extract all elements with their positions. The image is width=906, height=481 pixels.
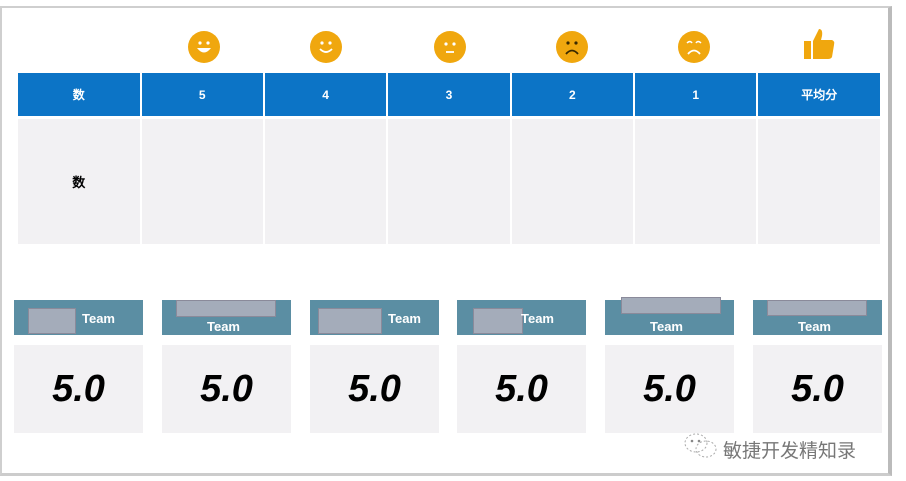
watermark-text: 敏捷开发精知录 (723, 440, 857, 462)
table-header: 数 (18, 73, 141, 118)
table-header: 2 (509, 73, 635, 118)
table-cell (139, 116, 264, 244)
team-score: 5.0 (310, 345, 439, 433)
team-header: Team (162, 300, 291, 335)
neutral-face-icon (434, 31, 466, 63)
redacted-name (621, 297, 721, 314)
team-label: Team (798, 319, 831, 334)
team-score: 5.0 (457, 345, 586, 433)
table-header: 1 (633, 73, 758, 118)
table-cell (633, 116, 758, 244)
watermark: 敏捷开发精知录 (683, 432, 856, 466)
team-header: Team (605, 297, 734, 335)
sad-face-icon (678, 31, 710, 63)
team-card: Team 5.0 (605, 297, 734, 433)
table-cell (262, 116, 388, 244)
redacted-name (28, 308, 76, 334)
team-card: Team 5.0 (162, 300, 291, 433)
table-cell (386, 116, 511, 244)
team-card: Team 5.0 (14, 300, 143, 433)
team-score: 5.0 (14, 345, 143, 433)
frown-face-icon (556, 31, 588, 63)
table-cell: 数 (18, 116, 141, 244)
team-label: Team (82, 311, 115, 326)
slide-frame (0, 6, 892, 476)
table-header: 4 (262, 73, 388, 118)
team-header: Team (753, 300, 882, 335)
wechat-icon (683, 432, 719, 466)
team-header: Team (14, 300, 143, 335)
grin-face-icon (188, 31, 220, 63)
team-card: Team 5.0 (753, 300, 882, 433)
rating-table: 数 5 4 3 2 1 平均分 数 (18, 73, 880, 244)
table-cell (509, 116, 635, 244)
table-row: 数 (18, 116, 880, 244)
team-label: Team (650, 319, 683, 334)
team-label: Team (521, 311, 554, 326)
table-header: 平均分 (756, 73, 880, 118)
team-score: 5.0 (605, 345, 734, 433)
redacted-name (176, 300, 276, 317)
thumbs-up-icon (802, 27, 836, 66)
team-card: Team 5.0 (310, 300, 439, 433)
table-cell (756, 116, 880, 244)
team-score: 5.0 (162, 345, 291, 433)
team-header: Team (310, 300, 439, 335)
table-header: 3 (386, 73, 511, 118)
redacted-name (318, 308, 382, 334)
redacted-name (767, 300, 867, 316)
smile-face-icon (310, 31, 342, 63)
team-score: 5.0 (753, 345, 882, 433)
team-label: Team (388, 311, 421, 326)
redacted-name (473, 308, 523, 334)
team-label: Team (207, 319, 240, 334)
team-card: Team 5.0 (457, 300, 586, 433)
team-header: Team (457, 300, 586, 335)
table-header: 5 (139, 73, 264, 118)
